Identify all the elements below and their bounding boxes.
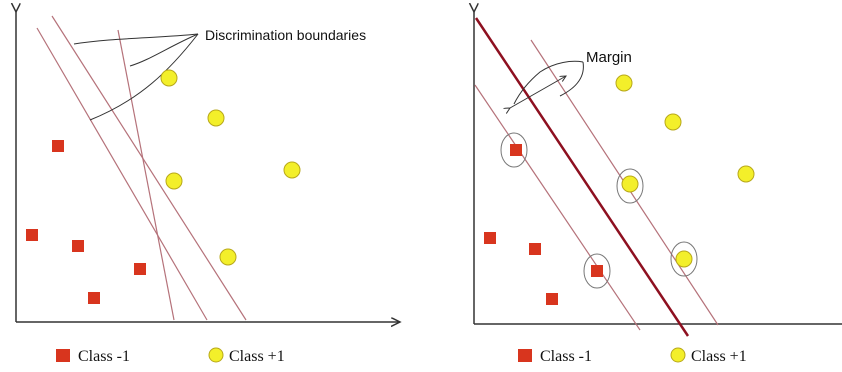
class-positive-point-3 <box>737 165 755 183</box>
left-legend-negative-label: Class -1 <box>78 348 130 365</box>
class-positive-point-5 <box>219 248 237 266</box>
right-class-negative-points <box>484 144 603 305</box>
right-panel: Margin Class -1 Class +1 <box>474 12 842 365</box>
support-vector-ring-2 <box>583 253 611 289</box>
right-margin-line-1 <box>474 84 641 331</box>
class-negative-point-3 <box>72 240 84 252</box>
right-max-margin-boundary <box>474 17 690 337</box>
right-margin-arrow <box>510 60 584 108</box>
class-negative-point-1 <box>52 140 64 152</box>
left-boundary-line-3 <box>117 29 175 321</box>
left-boundary-line-2 <box>51 15 247 321</box>
left-class-negative-points <box>26 140 146 304</box>
class-positive-point-1 <box>160 69 178 87</box>
left-legend-negative-swatch <box>56 349 70 362</box>
class-negative-point-3 <box>529 243 541 255</box>
left-boundary-line-1 <box>36 27 208 321</box>
class-negative-point-4 <box>134 263 146 275</box>
class-negative-point-4 <box>591 265 603 277</box>
left-annotation-label: Discrimination boundaries <box>205 27 366 43</box>
class-positive-point-3 <box>283 161 301 179</box>
left-panel: Discrimination boundaries Class -1 Class… <box>16 12 400 365</box>
left-annotation-pointer <box>73 33 199 121</box>
right-class-positive-points <box>615 74 755 268</box>
right-legend-negative-label: Class -1 <box>540 348 592 365</box>
right-support-vector-rings <box>500 132 698 289</box>
class-negative-point-1 <box>510 144 522 156</box>
class-negative-point-5 <box>546 293 558 305</box>
left-legend-positive-label: Class +1 <box>229 348 285 365</box>
class-negative-point-2 <box>26 229 38 241</box>
right-annotation-label: Margin <box>586 49 632 66</box>
support-vector-ring-4 <box>670 241 698 277</box>
left-legend-positive-swatch <box>208 347 224 363</box>
class-positive-point-2 <box>664 113 682 131</box>
class-positive-point-2 <box>207 109 225 127</box>
class-positive-point-1 <box>615 74 633 92</box>
class-positive-point-5 <box>675 250 693 268</box>
left-class-positive-points <box>160 69 301 266</box>
right-margin-lines <box>474 39 719 331</box>
right-legend-negative-swatch <box>518 349 532 362</box>
left-discrimination-boundaries <box>36 15 247 321</box>
right-legend-positive-label: Class +1 <box>691 348 747 365</box>
class-negative-point-2 <box>484 232 496 244</box>
class-negative-point-5 <box>88 292 100 304</box>
support-vector-ring-1 <box>500 132 528 168</box>
right-legend-positive-swatch <box>670 347 686 363</box>
support-vector-ring-3 <box>616 168 644 204</box>
class-positive-point-4 <box>621 175 639 193</box>
class-positive-point-4 <box>165 172 183 190</box>
